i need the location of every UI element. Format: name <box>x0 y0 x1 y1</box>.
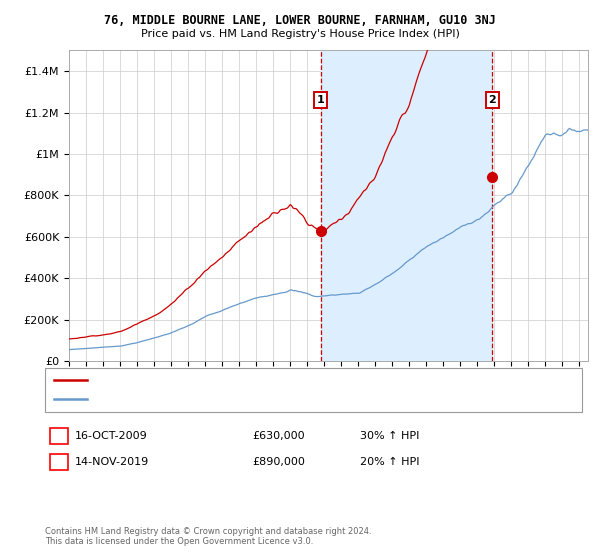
Text: 1: 1 <box>317 95 325 105</box>
Bar <box>320 50 492 361</box>
Text: HPI: Average price, detached house, Waverley: HPI: Average price, detached house, Wave… <box>93 395 302 404</box>
Text: 2: 2 <box>55 457 62 467</box>
Text: 1: 1 <box>55 431 62 441</box>
Text: 76, MIDDLE BOURNE LANE, LOWER BOURNE, FARNHAM, GU10 3NJ: 76, MIDDLE BOURNE LANE, LOWER BOURNE, FA… <box>104 14 496 27</box>
Text: 2: 2 <box>488 95 496 105</box>
Text: Contains HM Land Registry data © Crown copyright and database right 2024.
This d: Contains HM Land Registry data © Crown c… <box>45 526 371 546</box>
Text: 14-NOV-2019: 14-NOV-2019 <box>75 457 149 467</box>
Text: Price paid vs. HM Land Registry's House Price Index (HPI): Price paid vs. HM Land Registry's House … <box>140 29 460 39</box>
Text: 16-OCT-2009: 16-OCT-2009 <box>75 431 148 441</box>
Text: 20% ↑ HPI: 20% ↑ HPI <box>360 457 419 467</box>
Text: 76, MIDDLE BOURNE LANE, LOWER BOURNE, FARNHAM, GU10 3NJ (detached house): 76, MIDDLE BOURNE LANE, LOWER BOURNE, FA… <box>93 376 472 385</box>
Text: 30% ↑ HPI: 30% ↑ HPI <box>360 431 419 441</box>
Text: £890,000: £890,000 <box>252 457 305 467</box>
Text: £630,000: £630,000 <box>252 431 305 441</box>
